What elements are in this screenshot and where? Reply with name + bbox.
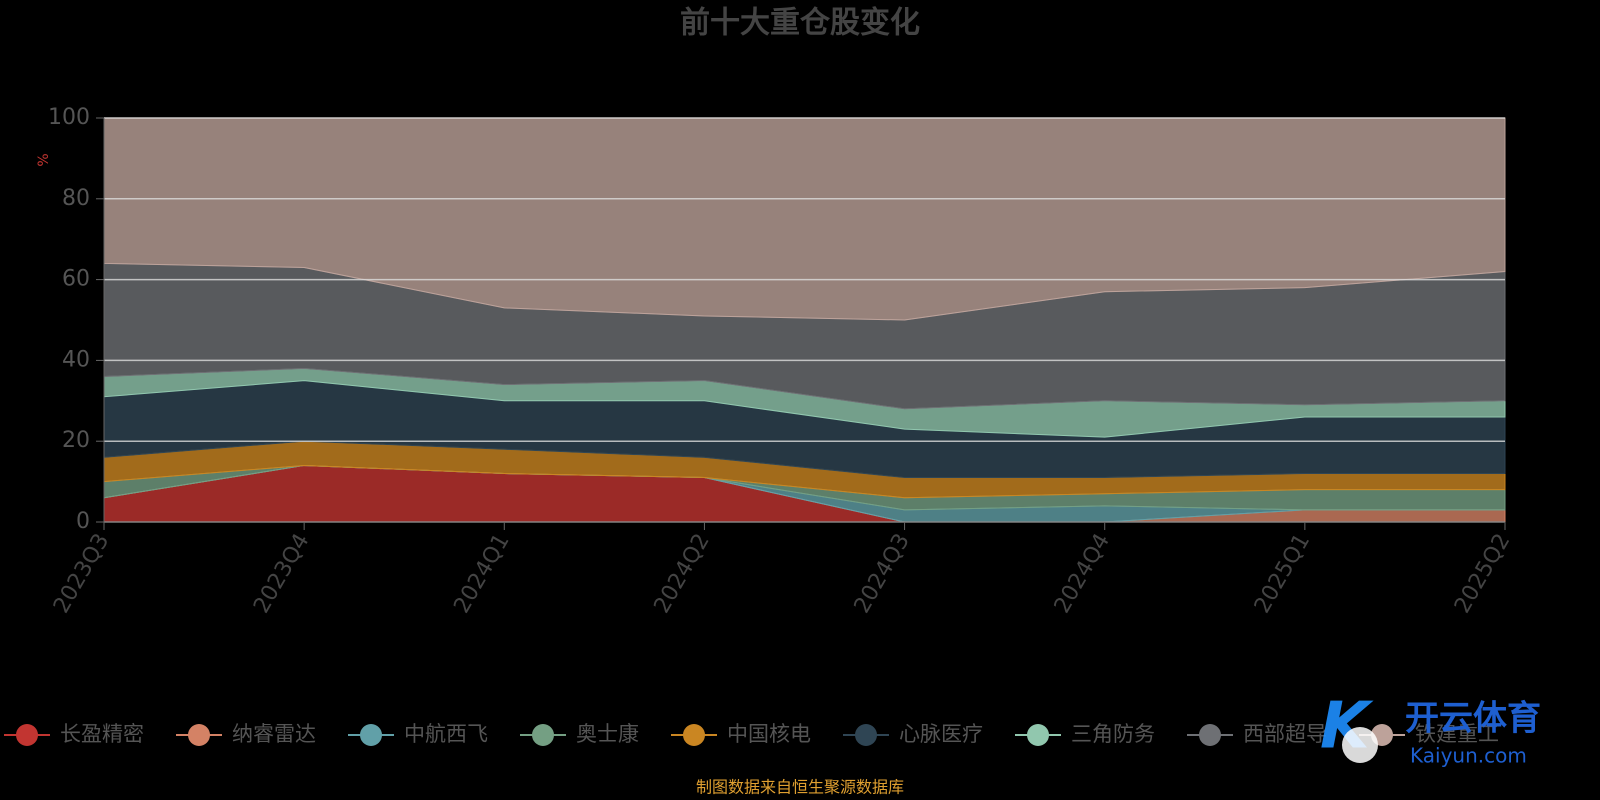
x-tick-label: 2024Q1: [449, 530, 514, 618]
watermark: K 开云体育 Kaiyun.com: [1320, 690, 1541, 768]
y-axis-label: %: [36, 153, 52, 166]
x-tick-label: 2024Q3: [850, 530, 915, 618]
legend-label: 中国核电: [727, 722, 811, 746]
y-tick-label: 80: [62, 186, 90, 211]
watermark-name: 开云体育: [1405, 699, 1541, 739]
y-tick-label: 20: [62, 428, 90, 453]
x-tick-label: 2024Q2: [650, 530, 715, 618]
legend-marker: [360, 724, 382, 746]
chart-title: 前十大重仓股变化: [680, 6, 920, 41]
legend-marker: [683, 724, 705, 746]
legend-label: 长盈精密: [60, 722, 144, 746]
legend-label: 纳睿雷达: [232, 722, 316, 746]
legend-marker: [532, 724, 554, 746]
x-tick-label: 2024Q4: [1050, 530, 1115, 618]
y-tick-label: 40: [62, 347, 90, 372]
x-tick-label: 2025Q1: [1250, 530, 1315, 618]
y-tick-label: 0: [76, 509, 90, 534]
legend-label: 三角防务: [1071, 722, 1155, 746]
source-note: 制图数据来自恒生聚源数据库: [696, 778, 904, 797]
legend-marker: [16, 724, 38, 746]
y-tick-label: 60: [62, 267, 90, 292]
legend-marker: [1199, 724, 1221, 746]
legend-marker: [855, 724, 877, 746]
x-tick-label: 2025Q2: [1450, 530, 1515, 618]
legend-label: 心脉医疗: [899, 722, 983, 746]
y-tick-label: 100: [48, 105, 90, 130]
watermark-site: Kaiyun.com: [1410, 744, 1527, 768]
legend-marker: [188, 724, 210, 746]
legend-label: 奥士康: [576, 722, 639, 746]
legend-label: 铁建重工: [1415, 722, 1499, 746]
x-tick-label: 2023Q3: [49, 530, 114, 618]
legend-label: 西部超导: [1243, 722, 1327, 746]
legend-marker: [1027, 724, 1049, 746]
legend-label: 中航西飞: [404, 722, 488, 746]
x-tick-label: 2023Q4: [249, 530, 314, 618]
watermark-ball: [1342, 727, 1378, 763]
